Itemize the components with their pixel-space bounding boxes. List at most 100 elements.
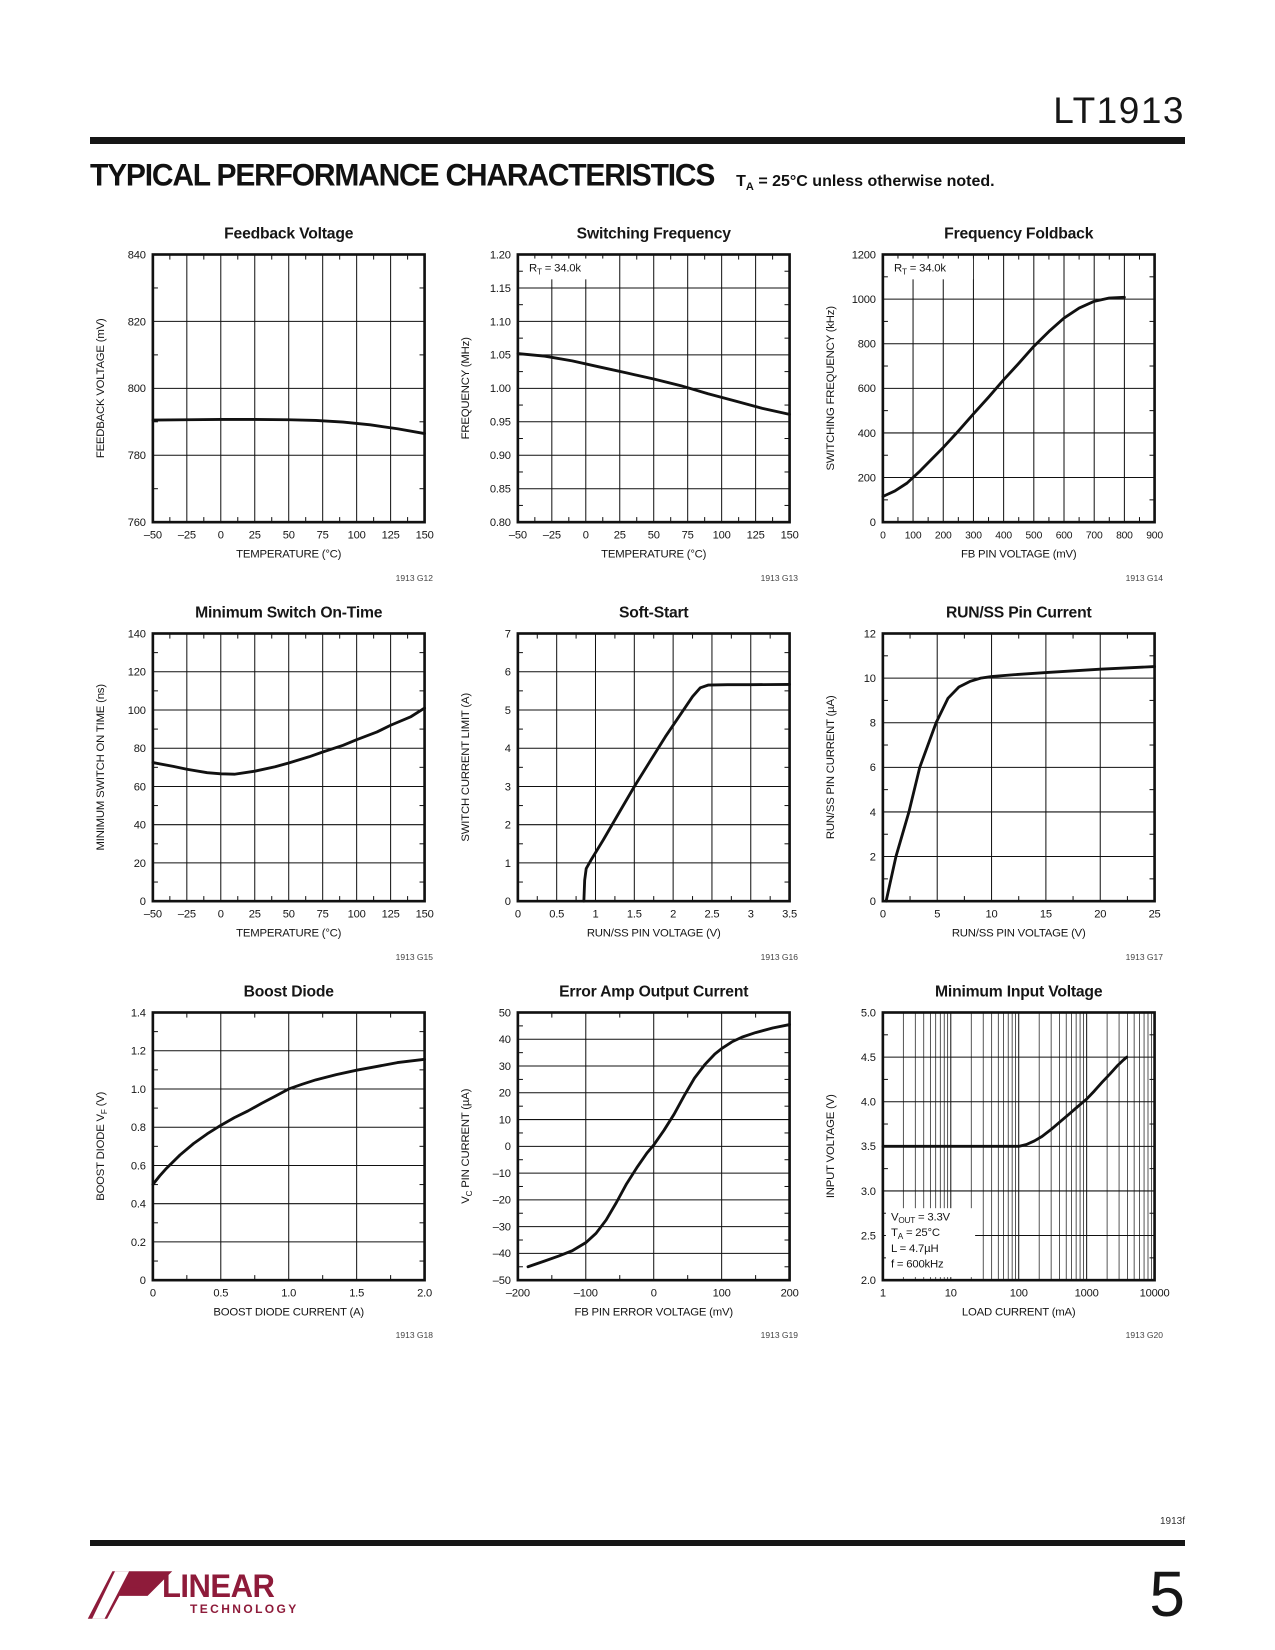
svg-text:15: 15 [1040, 908, 1052, 920]
footer-rule [90, 1540, 1185, 1546]
svg-text:75: 75 [682, 529, 694, 541]
svg-text:7: 7 [505, 628, 511, 640]
svg-text:200: 200 [781, 1287, 799, 1299]
svg-text:1.15: 1.15 [490, 283, 511, 295]
svg-text:FB PIN ERROR VOLTAGE (mV): FB PIN ERROR VOLTAGE (mV) [575, 1306, 734, 1318]
svg-text:2: 2 [505, 819, 511, 831]
svg-text:10: 10 [864, 673, 876, 685]
svg-text:60: 60 [134, 781, 146, 793]
svg-text:300: 300 [965, 530, 982, 541]
svg-text:0: 0 [505, 896, 511, 908]
svg-text:0.5: 0.5 [213, 1287, 228, 1299]
svg-text:–10: –10 [493, 1168, 511, 1180]
linear-technology-logo: LINEAR TECHNOLOGY [86, 1566, 299, 1624]
minimum-input-voltage-plot: VOUT = 3.3V TA = 25°CL = 4.7µH f = 600kHz M… [825, 983, 1170, 1318]
svg-text:Feedback Voltage: Feedback Voltage [224, 225, 354, 242]
svg-text:–30: –30 [493, 1221, 511, 1233]
svg-text:10: 10 [499, 1114, 511, 1126]
svg-text:RUN/SS PIN CURRENT (µA): RUN/SS PIN CURRENT (µA) [825, 695, 837, 839]
svg-text:FB PIN VOLTAGE (mV): FB PIN VOLTAGE (mV) [961, 549, 1077, 561]
switching-frequency-plot: RT = 34.0k Switching Frequency –50 –25 0 25 50… [460, 225, 799, 561]
svg-text:0.8: 0.8 [131, 1122, 146, 1134]
svg-text:–50: –50 [509, 529, 527, 541]
svg-text:0.2: 0.2 [131, 1236, 146, 1248]
svg-text:700: 700 [1086, 530, 1103, 541]
svg-text:2.5: 2.5 [861, 1230, 876, 1242]
chart-feedback-voltage: Feedback Voltage –50 –25 0 25 50 75 100 125 150 76… [90, 218, 455, 583]
svg-text:0: 0 [870, 896, 876, 908]
svg-text:0.5: 0.5 [549, 908, 564, 920]
soft-start-plot: Soft-Start 0 0.5 1 1.5 2 2.5 3 3.5 0 1 2 3 4 5 6 7 RUN/SS… [460, 604, 797, 939]
svg-text:900: 900 [1146, 530, 1163, 541]
svg-text:4.5: 4.5 [861, 1052, 876, 1064]
svg-text:Minimum Switch On-Time: Minimum Switch On-Time [195, 604, 383, 621]
svg-text:100: 100 [1010, 1287, 1028, 1299]
svg-text:800: 800 [128, 383, 146, 395]
svg-text:5.0: 5.0 [861, 1007, 876, 1019]
svg-text:1.10: 1.10 [490, 316, 511, 328]
svg-text:25: 25 [614, 529, 626, 541]
svg-text:600: 600 [1056, 530, 1073, 541]
svg-text:500: 500 [1026, 530, 1043, 541]
svg-text:–100: –100 [574, 1287, 598, 1299]
svg-text:75: 75 [317, 529, 329, 541]
chart-switching-frequency: RT = 34.0k Switching Frequency –50 –25 0 25 50… [455, 218, 820, 583]
svg-text:1.0: 1.0 [281, 1287, 296, 1299]
svg-text:–200: –200 [506, 1287, 530, 1299]
svg-text:TEMPERATURE (°C): TEMPERATURE (°C) [236, 927, 341, 939]
svg-text:20: 20 [134, 858, 146, 870]
svg-text:10000: 10000 [1140, 1287, 1170, 1299]
svg-text:1.4: 1.4 [131, 1007, 146, 1019]
lt-logo-icon [87, 1571, 173, 1619]
section-note: TA = 25°C unless otherwise noted. [736, 173, 995, 194]
svg-text:3: 3 [505, 781, 511, 793]
svg-text:100: 100 [128, 705, 146, 717]
svg-text:3: 3 [748, 908, 754, 920]
svg-text:Switching Frequency: Switching Frequency [577, 225, 732, 242]
svg-text:VC PIN CURRENT (µA): VC PIN CURRENT (µA) [460, 1088, 474, 1203]
svg-text:820: 820 [128, 316, 146, 328]
svg-text:1: 1 [505, 858, 511, 870]
svg-text:25: 25 [249, 529, 261, 541]
svg-text:8: 8 [870, 717, 876, 729]
svg-text:6: 6 [505, 666, 511, 678]
chart-figure-id: 1913 G14 [1125, 572, 1163, 583]
svg-text:TEMPERATURE (°C): TEMPERATURE (°C) [601, 549, 706, 561]
svg-text:VOUT = 3.3V: VOUT = 3.3V [891, 1211, 951, 1225]
svg-text:FREQUENCY (MHz): FREQUENCY (MHz) [460, 337, 472, 439]
svg-text:BOOST DIODE VF (V): BOOST DIODE VF (V) [95, 1091, 109, 1200]
minimum-switch-on-time-plot: Minimum Switch On-Time –50 –25 0 25 50 75 100 12… [95, 604, 434, 939]
svg-text:0: 0 [140, 1275, 146, 1287]
svg-text:100: 100 [905, 530, 922, 541]
svg-text:125: 125 [747, 529, 765, 541]
svg-text:1.5: 1.5 [627, 908, 642, 920]
svg-text:0.6: 0.6 [131, 1160, 146, 1172]
chart-figure-id: 1913 G19 [760, 1330, 798, 1341]
svg-text:f = 600kHz: f = 600kHz [891, 1258, 944, 1270]
svg-text:40: 40 [134, 819, 146, 831]
run-ss-pin-current-plot: RUN/SS Pin Current 0 5 10 15 20 25 0 2 4 6 8 10 12 RUN… [825, 604, 1161, 939]
chart-figure-id: 1913 G16 [760, 951, 798, 962]
svg-text:0: 0 [505, 1141, 511, 1153]
svg-text:125: 125 [382, 908, 400, 920]
svg-text:Frequency Foldback: Frequency Foldback [944, 225, 1094, 242]
chart-figure-id: 1913 G18 [395, 1330, 433, 1341]
svg-text:100: 100 [348, 529, 366, 541]
svg-text:–25: –25 [543, 529, 561, 541]
svg-text:600: 600 [858, 383, 876, 395]
svg-text:1.00: 1.00 [490, 383, 511, 395]
chart-run-ss-pin-current: RUN/SS Pin Current 0 5 10 15 20 25 0 2 4 6 8 10 12 RUN… [820, 597, 1185, 962]
logo-text: LINEAR TECHNOLOGY [162, 1570, 299, 1616]
section-header: TYPICAL PERFORMANCE CHARACTERISTICS TA =… [90, 158, 1185, 194]
svg-text:RT = 34.0k: RT = 34.0k [529, 263, 581, 277]
svg-text:80: 80 [134, 743, 146, 755]
svg-text:800: 800 [1116, 530, 1133, 541]
svg-text:INPUT VOLTAGE (V): INPUT VOLTAGE (V) [825, 1094, 837, 1198]
chart-error-amp-output-current: Error Amp Output Current –200 –100 0 100 200–… [455, 976, 820, 1341]
svg-text:200: 200 [858, 472, 876, 484]
svg-text:75: 75 [317, 908, 329, 920]
svg-text:SWITCHING FREQUENCY (kHz): SWITCHING FREQUENCY (kHz) [825, 306, 837, 471]
svg-text:BOOST DIODE CURRENT (A): BOOST DIODE CURRENT (A) [213, 1306, 364, 1318]
svg-text:Boost Diode: Boost Diode [244, 983, 335, 1000]
svg-text:1.05: 1.05 [490, 350, 511, 362]
